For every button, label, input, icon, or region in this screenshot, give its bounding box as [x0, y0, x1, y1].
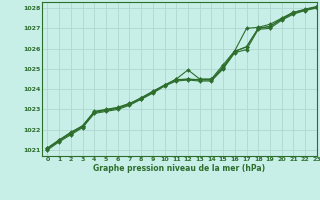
X-axis label: Graphe pression niveau de la mer (hPa): Graphe pression niveau de la mer (hPa) — [93, 164, 265, 173]
